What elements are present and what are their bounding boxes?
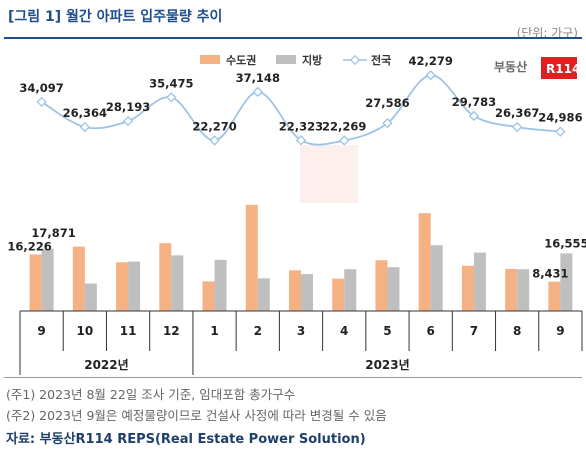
line-marker-10 [468,110,480,122]
bar-capital-8 [375,260,388,311]
footnote-1: (주1) 2023년 8월 22일 조사 기준, 임대포함 총가구수 [6,387,296,402]
line-label-5: 37,148 [236,71,280,85]
month-label-12: 9 [556,324,564,338]
month-label-4: 1 [210,324,218,338]
legend-label-1: 지방 [302,53,322,67]
bar-local-9 [430,245,443,311]
line-marker-12 [555,126,566,137]
top-rule [4,37,582,39]
legend-swatch-0 [200,55,220,64]
line-label-10: 29,783 [452,95,496,109]
bar-local-0 [41,248,54,311]
line-label-0: 34,097 [19,81,63,95]
figure-title: [그림 1] 월간 아파트 입주물량 추이 [8,9,223,25]
bar-local-3 [171,255,184,311]
line-marker-9 [425,70,436,81]
bar-capital-label-12: 8,431 [532,267,568,281]
line-marker-4 [209,135,220,146]
line-label-2: 28,193 [106,100,150,114]
bar-capital-11 [505,268,518,311]
brand-logo: 부동산 R114 [494,57,580,79]
month-label-11: 8 [513,324,521,338]
line-label-12: 24,986 [538,111,582,125]
line-marker-1 [79,121,91,133]
legend: 수도권 지방 전국 부동산 R114 [200,53,580,79]
month-label-0: 9 [37,324,45,338]
unit-label: (단위: 가구) [516,26,578,40]
legend-marker [349,54,361,66]
line-label-8: 27,586 [365,96,409,110]
bar-capital-4 [202,281,215,311]
line-marker-3 [166,92,177,103]
month-label-7: 4 [340,324,348,338]
brand-logo-badge [541,57,577,79]
brand-logo-text: 부동산 [494,59,527,74]
bar-local-2 [128,261,141,311]
bar-capital-7 [332,278,345,311]
bar-capital-12 [548,281,561,311]
line-layer [36,70,566,146]
legend-label-0: 수도권 [226,54,256,67]
watermark-logo [300,145,358,203]
line-marker-11 [511,121,523,133]
bar-local-7 [344,269,357,311]
year-label-0: 2022년 [84,358,128,372]
line-marker-7 [339,135,350,146]
bar-capital-2 [116,262,129,311]
month-label-9: 6 [427,324,435,338]
bar-local-12 [560,253,573,311]
year-label-1: 2023년 [365,358,409,372]
line-label-1: 26,364 [63,106,107,120]
bar-capital-10 [461,265,474,311]
month-label-1: 10 [76,324,93,338]
legend-swatch-1 [276,55,296,64]
line-label-3: 35,475 [149,76,193,90]
legend-label-2: 전국 [371,53,391,67]
bar-capital-1 [72,246,85,311]
line-marker-5 [252,86,263,98]
line-marker-8 [382,117,393,129]
month-label-10: 7 [470,324,478,338]
bar-local-5 [257,278,270,311]
month-label-6: 3 [297,324,305,338]
bar-local-4 [214,259,227,311]
bar-local-8 [387,267,400,311]
bar-capital-3 [159,243,172,311]
month-label-8: 5 [383,324,391,338]
bar-local-10 [473,252,486,311]
line-marker-6 [295,135,307,146]
month-label-5: 2 [254,324,262,338]
bar-local-11 [517,269,530,311]
bar-capital-6 [289,270,301,311]
bar-capital-0 [29,254,42,311]
month-label-2: 11 [120,324,137,338]
line-label-4: 22,270 [192,119,236,133]
bars-layer [29,204,573,311]
bar-local-label-0: 17,871 [31,226,75,240]
bar-local-label-12: 16,555 [544,236,586,250]
month-label-3: 12 [163,324,180,338]
watermark-mark [300,145,358,203]
bottom-rule [4,377,582,378]
line-label-6: 22,323 [279,119,323,133]
bar-local-1 [84,283,97,311]
bar-capital-5 [245,204,258,311]
line-marker-0 [36,96,47,108]
bar-local-6 [301,274,313,311]
bar-capital-9 [418,213,431,311]
bar-capital-label-0: 16,226 [7,240,51,254]
line-label-7: 22,269 [322,119,366,133]
line-label-9: 42,279 [408,54,452,68]
brand-logo-badge-text: R114 [546,62,580,76]
source-note: 자료: 부동산R114 REPS(Real Estate Power Solut… [6,432,366,447]
line-marker-2 [122,115,134,127]
footnote-2: (주2) 2023년 9월은 예정물량이므로 건설사 사정에 따라 변경될 수 … [6,408,387,423]
line-label-11: 26,367 [495,106,539,120]
